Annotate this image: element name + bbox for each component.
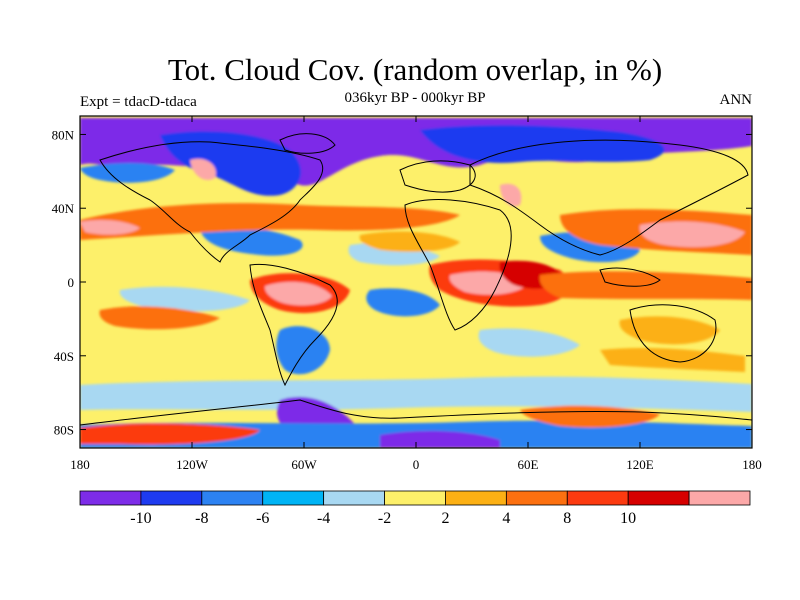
region-southindian-light	[478, 328, 580, 357]
colorbar-swatch	[79, 490, 142, 506]
region-dateline-pink	[80, 220, 140, 235]
coastline-europe	[399, 160, 476, 193]
plot-subtitle: 036kyr BP - 000kyr BP	[344, 90, 486, 106]
x-tick-label: 60E	[518, 457, 539, 472]
colorbar-swatch	[323, 490, 385, 506]
x-tick-label: 180	[742, 457, 762, 472]
colorbar-label: -10	[130, 510, 151, 527]
plot-title: Tot. Cloud Cov. (random overlap, in %)	[167, 52, 663, 87]
y-tick-label: 80N	[52, 127, 75, 142]
x-tick-label: 0	[413, 457, 420, 472]
colorbar-label: 2	[441, 510, 449, 527]
region-gulf-negative	[200, 226, 303, 256]
colorbar-label: 4	[502, 510, 510, 527]
colorbar-swatch	[201, 490, 264, 506]
region-antarctica-deep	[380, 430, 500, 448]
region-south-pacific-positive	[99, 306, 220, 330]
region-canada-negative	[160, 131, 301, 196]
colorbar-label: -6	[256, 510, 269, 527]
region-pacific-light	[119, 286, 250, 312]
y-tick-label: 0	[68, 275, 75, 290]
coastline-indonesia	[599, 267, 661, 287]
field-layer	[80, 116, 752, 448]
colorbar: -10 -8 -6 -4 -2 2 4 8 10	[79, 490, 751, 527]
experiment-label: Expt = tdacD-tdaca	[80, 94, 197, 110]
region-rockies-pink	[190, 158, 216, 180]
region-southatlantic-negative	[366, 288, 440, 317]
region-alaska-negative	[80, 163, 175, 183]
region-north-atlantic-orange	[359, 231, 460, 252]
colorbar-swatch	[445, 490, 507, 506]
region-ross-positive	[80, 423, 260, 445]
coastline-africa	[404, 199, 512, 331]
coastline-south-america	[249, 263, 338, 387]
region-pacific-pink	[639, 221, 745, 248]
region-north-pacific-positive	[80, 203, 460, 240]
colorbar-label: -4	[317, 510, 330, 527]
colorbar-swatch	[384, 490, 446, 506]
coastline-greenland	[279, 133, 336, 154]
coastline-antarctica	[80, 399, 752, 426]
colorbar-label: 8	[563, 510, 571, 527]
colorbar-swatch	[505, 490, 568, 506]
x-tick-label: 120E	[626, 457, 654, 472]
region-east-antarctic-positive	[520, 405, 660, 428]
x-tick-label: 60W	[291, 457, 317, 472]
colorbar-label: -2	[378, 510, 391, 527]
x-tick-label: 120W	[176, 457, 209, 472]
y-tick-label: 80S	[54, 423, 74, 438]
x-tick-label: 180	[70, 457, 90, 472]
region-southwest-pacific-orange	[600, 347, 745, 372]
coastline-australia	[629, 304, 717, 363]
coastlines	[80, 133, 752, 426]
y-tick-label: 40N	[52, 201, 75, 216]
region-australia-orange	[619, 316, 720, 345]
colorbar-label: 10	[620, 510, 636, 527]
coastline-north-america	[99, 141, 323, 263]
colorbar-swatch	[566, 490, 629, 506]
coastline-asia	[469, 139, 749, 256]
colorbar-swatch	[688, 490, 751, 506]
region-amazon-pink	[264, 281, 332, 306]
colorbar-swatch	[627, 490, 690, 506]
region-southern-ocean-light	[80, 376, 752, 412]
y-tick-label: 40S	[54, 349, 74, 364]
colorbar-swatch	[140, 490, 203, 506]
axis-ticks: 180 120W 60W 0 60E 120E 180 80N 40N 0 40S 80S	[52, 116, 762, 472]
colorbar-label: -8	[195, 510, 208, 527]
season-label: ANN	[719, 92, 753, 108]
colorbar-swatch	[262, 490, 325, 506]
